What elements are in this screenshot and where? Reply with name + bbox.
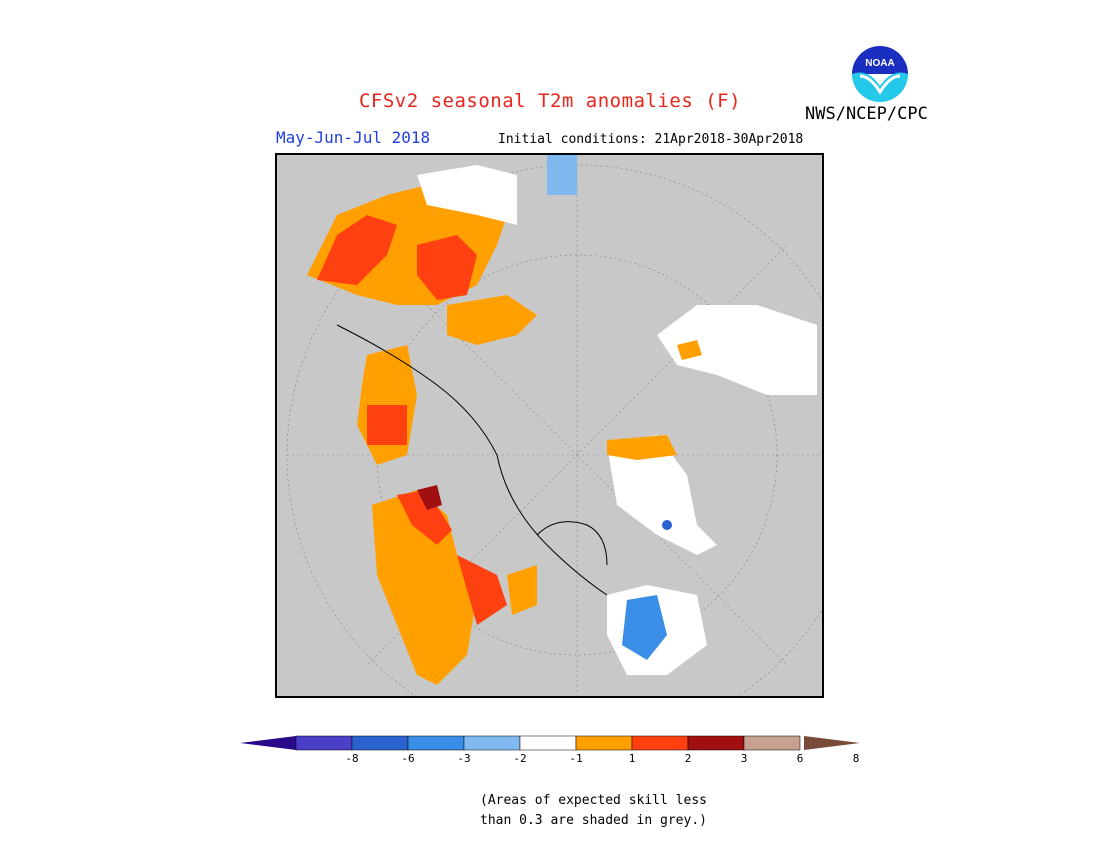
colorbar-swatch xyxy=(687,735,745,751)
noaa-logo: NOAA xyxy=(848,42,912,106)
region-alaska-red xyxy=(397,490,452,545)
colorbar-swatch xyxy=(631,735,689,751)
region-siberia-red xyxy=(367,405,407,445)
coastline-arctic-islands xyxy=(536,521,608,566)
colorbar-tick-label: 2 xyxy=(684,752,692,765)
region-greenland-blue xyxy=(662,520,672,530)
noaa-logo-text: NOAA xyxy=(865,58,894,69)
region-canada-orange xyxy=(507,565,537,615)
colorbar-tick-label: 6 xyxy=(796,752,804,765)
skill-note-line1: (Areas of expected skill less xyxy=(480,793,707,808)
region-asia-east-white xyxy=(657,305,817,395)
region-canada-red xyxy=(457,555,507,625)
colorbar-tick-label: 3 xyxy=(740,752,748,765)
colorbar-tick-label: -2 xyxy=(513,752,527,765)
colorbar-tick-label: -6 xyxy=(401,752,415,765)
chart-title: CFSv2 seasonal T2m anomalies (F) xyxy=(358,90,742,112)
region-scandinavia xyxy=(317,215,397,285)
colorbar-swatch xyxy=(463,735,521,751)
region-russia-west xyxy=(417,235,477,300)
skill-note-line2: than 0.3 are shaded in grey.) xyxy=(480,813,707,828)
colorbar-tick-label: 8 xyxy=(852,752,860,765)
region-canada-east-blue xyxy=(622,595,667,660)
skill-note: (Areas of expected skill less than 0.3 a… xyxy=(480,791,707,831)
polar-map xyxy=(277,155,822,696)
region-europe-white xyxy=(417,165,517,225)
colorbar-swatch xyxy=(351,735,409,751)
period-label: May-Jun-Jul 2018 xyxy=(276,128,431,147)
map-panel xyxy=(275,153,824,698)
coastline-main xyxy=(336,324,608,596)
region-europe-blue xyxy=(547,155,577,195)
colorbar-swatch xyxy=(519,735,577,751)
colorbar-arrow-left xyxy=(240,736,296,750)
org-label: NWS/NCEP/CPC xyxy=(805,104,928,124)
colorbar-swatch xyxy=(575,735,633,751)
colorbar-tick-label: -1 xyxy=(569,752,583,765)
region-siberia-north xyxy=(447,295,537,345)
colorbar-tick-label: -8 xyxy=(345,752,359,765)
region-asia-east-orange xyxy=(677,340,702,360)
colorbar xyxy=(240,732,860,754)
region-greenland-orange xyxy=(607,435,677,460)
region-alaska-darkred xyxy=(417,485,442,510)
colorbar-tick-label: 1 xyxy=(628,752,636,765)
colorbar-swatch xyxy=(295,735,353,751)
region-greenland xyxy=(607,435,717,555)
initial-conditions-label: Initial conditions: 21Apr2018-30Apr2018 xyxy=(498,132,804,147)
colorbar-tick-label: -3 xyxy=(457,752,471,765)
colorbar-swatch xyxy=(743,735,801,751)
region-alaska xyxy=(372,490,477,685)
colorbar-arrow-right xyxy=(804,736,860,750)
colorbar-swatch xyxy=(407,735,465,751)
